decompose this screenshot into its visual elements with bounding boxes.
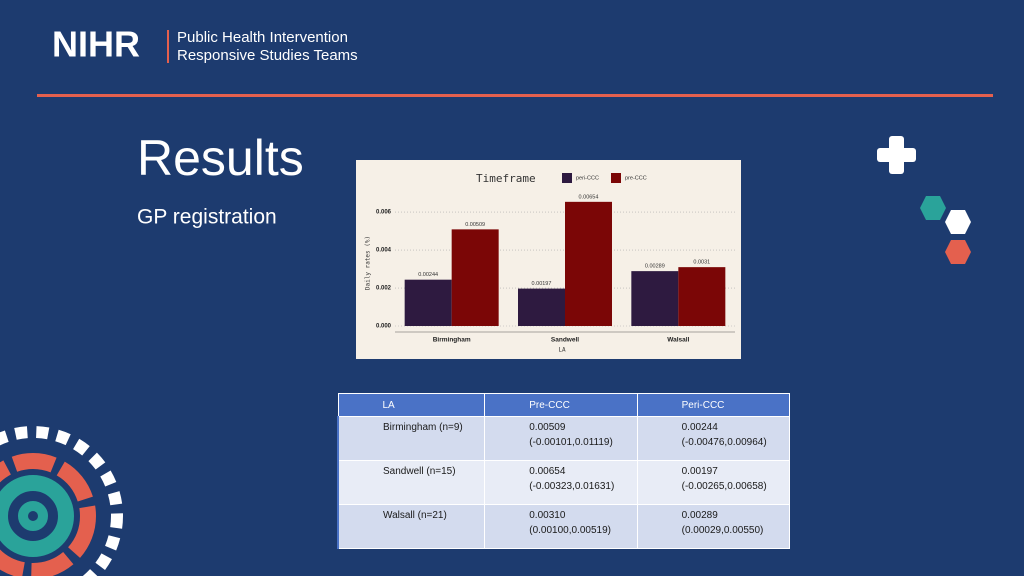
la-name: Sandwell (n=15) [383, 466, 456, 477]
table-row: Sandwell (n=15) 0.00654 (-0.00323,0.01631)… [337, 460, 791, 505]
bar [631, 271, 679, 326]
legend-label: pre-CCC [625, 175, 647, 181]
table-header-row: LA Pre-CCC Peri-CCC [337, 393, 791, 417]
header-rule [37, 94, 993, 97]
header-cell: LA [337, 393, 486, 417]
slide-subtitle: GP registration [137, 206, 277, 229]
legend-swatch [562, 173, 572, 183]
slide-title: Results [137, 130, 304, 186]
hexagon [945, 240, 971, 264]
bar [404, 279, 452, 326]
value-label: 0.00197 [532, 281, 552, 287]
value-label: 0.00289 [645, 264, 665, 270]
la-name: Walsall (n=21) [383, 510, 447, 521]
y-tick-label: 0.004 [376, 248, 392, 254]
estimate: 0.00197 [681, 466, 718, 477]
chart-background [356, 160, 741, 359]
bar [518, 288, 565, 326]
confidence-interval: (0.00100,0.00519) [529, 525, 611, 536]
results-table: LA Pre-CCC Peri-CCC Birmingham (n=9) 0.00… [337, 393, 791, 549]
value-label: 0.00244 [418, 272, 438, 278]
confidence-interval: (-0.00101,0.01119) [529, 437, 613, 448]
y-tick-label: 0.002 [376, 286, 392, 292]
peri-cell: 0.00197 (-0.00265,0.00658) [636, 460, 791, 505]
value-label: 0.0031 [693, 260, 710, 266]
pre-cell: 0.00310 (0.00100,0.00519) [484, 504, 638, 549]
legend-swatch [611, 173, 621, 183]
logo-divider [167, 30, 169, 63]
bar [451, 229, 499, 326]
peri-cell: 0.00289 (0.00029,0.00550) [636, 504, 791, 549]
y-tick-label: 0.006 [376, 210, 392, 216]
table-row: Birmingham (n=9) 0.00509 (-0.00101,0.01119… [337, 416, 791, 461]
value-label: 0.00654 [579, 194, 599, 200]
la-cell: Walsall (n=21) [337, 504, 486, 549]
la-name: Birmingham (n=9) [383, 422, 463, 433]
estimate: 0.00310 [529, 510, 566, 521]
estimate: 0.00654 [529, 466, 566, 477]
chart: Timeframe LA Daily rates (%) 0.000 0.002 0… [365, 172, 735, 354]
la-cell: Birmingham (n=9) [337, 416, 486, 461]
pre-cell: 0.00654 (-0.00323,0.01631) [484, 460, 638, 505]
hexagon [945, 210, 971, 234]
y-tick-label: 0.000 [376, 324, 392, 330]
x-tick-label: Walsall [667, 337, 689, 344]
header-cell: Pre-CCC [484, 393, 638, 417]
x-tick-label: Birmingham [433, 337, 471, 344]
x-tick-label: Sandwell [551, 337, 579, 344]
la-cell: Sandwell (n=15) [337, 460, 486, 505]
legend-title: Timeframe [476, 172, 536, 185]
pre-cell: 0.00509 (-0.00101,0.01119) [484, 416, 638, 461]
org-name: Public Health Intervention [177, 29, 348, 46]
confidence-interval: (-0.00323,0.01631) [529, 481, 615, 492]
x-axis-label: LA [558, 347, 566, 354]
table-row: Walsall (n=21) 0.00310 (0.00100,0.00519) 0.… [337, 504, 791, 549]
hexagon [920, 196, 946, 220]
logo: NIHR [52, 24, 140, 65]
header-cell: Peri-CCC [636, 393, 791, 417]
estimate: 0.00289 [681, 510, 718, 521]
plus-icon [877, 136, 916, 174]
estimate: 0.00509 [529, 422, 566, 433]
estimate: 0.00244 [681, 422, 718, 433]
bar [678, 267, 726, 326]
org-name: Responsive Studies Teams [177, 47, 358, 64]
peri-cell: 0.00244 (-0.00476,0.00964) [636, 416, 791, 461]
confidence-interval: (0.00029,0.00550) [681, 525, 764, 536]
ring-decoration [0, 426, 123, 576]
legend-label: peri-CCC [576, 175, 599, 181]
confidence-interval: (-0.00476,0.00964) [681, 437, 767, 448]
confidence-interval: (-0.00265,0.00658) [681, 481, 767, 492]
bar [565, 201, 612, 326]
value-label: 0.00509 [465, 222, 485, 228]
y-axis-label: Daily rates (%) [365, 236, 372, 290]
